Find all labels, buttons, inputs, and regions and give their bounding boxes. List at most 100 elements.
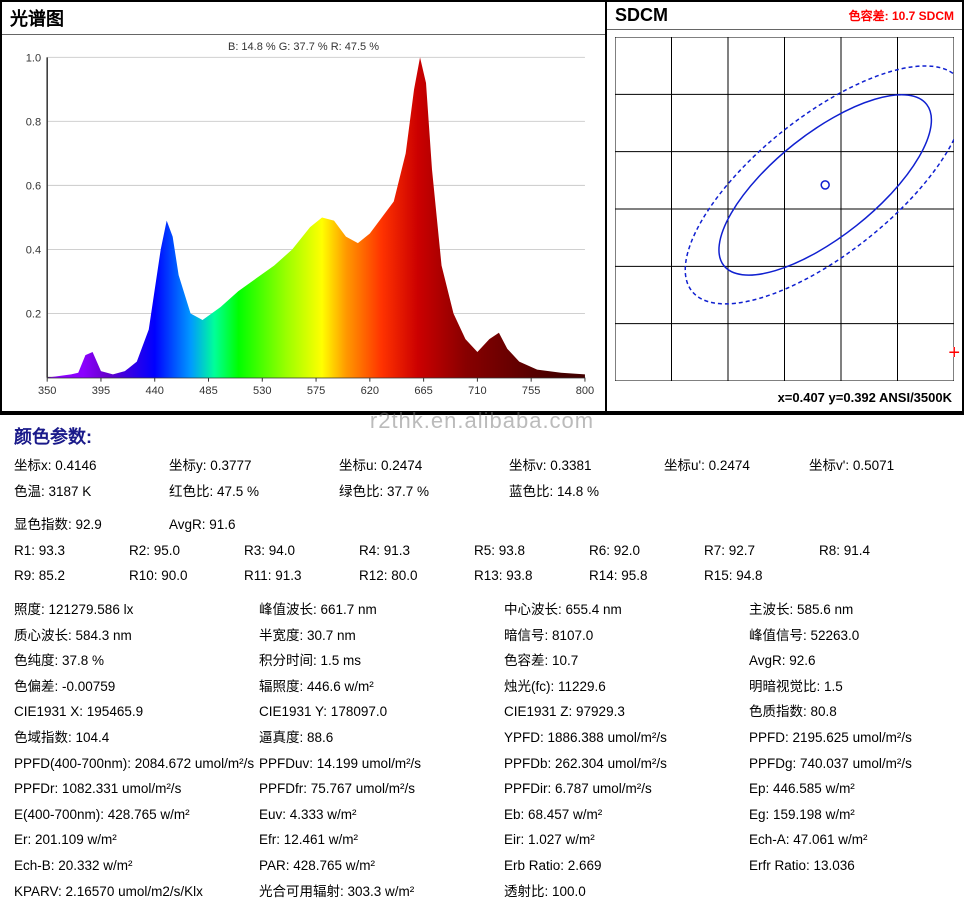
param-item: 辐照度: 446.6 w/m² [259, 676, 504, 698]
param-item: 色域指数: 104.4 [14, 727, 259, 749]
param-item: Eb: 68.457 w/m² [504, 804, 749, 826]
param-item: 显色指数: 92.9 [14, 514, 169, 536]
param-item: 光合可用辐射: 303.3 w/m² [259, 881, 504, 903]
param-item: 坐标u': 0.2474 [664, 455, 809, 477]
param-item: 色偏差: -0.00759 [14, 676, 259, 698]
param-row: KPARV: 2.16570 umol/m2/s/Klx光合可用辐射: 303.… [14, 881, 950, 903]
sdcm-badge: 色容差: 10.7 SDCM [849, 7, 954, 24]
param-row: Er: 201.109 w/m²Efr: 12.461 w/m²Eir: 1.0… [14, 829, 950, 851]
param-item: 明暗视觉比: 1.5 [749, 676, 843, 698]
param-item: AvgR: 91.6 [169, 514, 236, 536]
param-item: PPFD(400-700nm): 2084.672 umol/m²/s [14, 753, 259, 775]
param-row: 色纯度: 37.8 %积分时间: 1.5 ms色容差: 10.7AvgR: 92… [14, 650, 950, 672]
spectral-svg: 0.20.40.60.81.03503954404855305756206657… [12, 37, 595, 403]
param-item: 照度: 121279.586 lx [14, 599, 259, 621]
param-item: Erfr Ratio: 13.036 [749, 855, 855, 877]
sdcm-footer: x=0.407 y=0.392 ANSI/3500K [778, 390, 952, 405]
svg-text:440: 440 [146, 385, 164, 397]
svg-text:620: 620 [361, 385, 379, 397]
param-item: 积分时间: 1.5 ms [259, 650, 504, 672]
param-item: 透射比: 100.0 [504, 881, 586, 903]
param-item: R1: 93.3 [14, 540, 129, 562]
sdcm-grid [615, 37, 954, 381]
param-item: Er: 201.109 w/m² [14, 829, 259, 851]
param-row: PPFD(400-700nm): 2084.672 umol/m²/sPPFDu… [14, 753, 950, 775]
param-item: R2: 95.0 [129, 540, 244, 562]
param-item: 暗信号: 8107.0 [504, 625, 749, 647]
params-title: 颜色参数: [14, 423, 950, 449]
param-row: R1: 93.3R2: 95.0R3: 94.0R4: 91.3R5: 93.8… [14, 540, 950, 562]
param-item: 峰值信号: 52263.0 [749, 625, 859, 647]
param-item: 坐标v': 0.5071 [809, 455, 894, 477]
param-item: 坐标v: 0.3381 [509, 455, 664, 477]
param-item: 坐标y: 0.3777 [169, 455, 339, 477]
param-item: Eg: 159.198 w/m² [749, 804, 855, 826]
param-item: PPFD: 2195.625 umol/m²/s [749, 727, 912, 749]
param-item: 红色比: 47.5 % [169, 481, 339, 503]
param-item: CIE1931 Y: 178097.0 [259, 701, 504, 723]
param-item: Euv: 4.333 w/m² [259, 804, 504, 826]
param-row: 坐标x: 0.4146坐标y: 0.3777坐标u: 0.2474坐标v: 0.… [14, 455, 950, 477]
param-item: CIE1931 X: 195465.9 [14, 701, 259, 723]
param-item: R10: 90.0 [129, 565, 244, 587]
param-item: R5: 93.8 [474, 540, 589, 562]
svg-text:485: 485 [199, 385, 217, 397]
svg-text:350: 350 [38, 385, 56, 397]
param-item: YPFD: 1886.388 umol/m²/s [504, 727, 749, 749]
param-item: R7: 92.7 [704, 540, 819, 562]
param-row: Ech-B: 20.332 w/m²PAR: 428.765 w/m²Erb R… [14, 855, 950, 877]
param-rows-3: 照度: 121279.586 lx峰值波长: 661.7 nm中心波长: 655… [14, 599, 950, 902]
param-row: PPFDr: 1082.331 umol/m²/sPPFDfr: 75.767 … [14, 778, 950, 800]
param-item: KPARV: 2.16570 umol/m2/s/Klx [14, 881, 259, 903]
cross-icon: + [948, 342, 960, 365]
svg-text:0.8: 0.8 [26, 116, 41, 128]
param-item: 色纯度: 37.8 % [14, 650, 259, 672]
param-item: PPFDb: 262.304 umol/m²/s [504, 753, 749, 775]
param-item: PPFDr: 1082.331 umol/m²/s [14, 778, 259, 800]
param-item: 逼真度: 88.6 [259, 727, 504, 749]
svg-text:0.4: 0.4 [26, 244, 41, 256]
param-item: R13: 93.8 [474, 565, 589, 587]
param-item: R4: 91.3 [359, 540, 474, 562]
param-row: 色域指数: 104.4逼真度: 88.6YPFD: 1886.388 umol/… [14, 727, 950, 749]
svg-text:575: 575 [307, 385, 325, 397]
params-section: 颜色参数: 坐标x: 0.4146坐标y: 0.3777坐标u: 0.2474坐… [0, 415, 964, 914]
param-item: Efr: 12.461 w/m² [259, 829, 504, 851]
param-item: CIE1931 Z: 97929.3 [504, 701, 749, 723]
param-item: 色温: 3187 K [14, 481, 169, 503]
param-rows-2: 显色指数: 92.9AvgR: 91.6 R1: 93.3R2: 95.0R3: … [14, 514, 950, 587]
param-item: AvgR: 92.6 [749, 650, 816, 672]
param-row: R9: 85.2R10: 90.0R11: 91.3R12: 80.0R13: … [14, 565, 950, 587]
spectral-chart: B: 14.8 % G: 37.7 % R: 47.5 % 0.2 0.4 0.6 0… [12, 37, 595, 403]
param-row: 质心波长: 584.3 nm半宽度: 30.7 nm暗信号: 8107.0峰值信… [14, 625, 950, 647]
param-rows-1: 坐标x: 0.4146坐标y: 0.3777坐标u: 0.2474坐标v: 0.… [14, 455, 950, 502]
param-item: PPFDfr: 75.767 umol/m²/s [259, 778, 504, 800]
param-item: 中心波长: 655.4 nm [504, 599, 749, 621]
param-item: 色质指数: 80.8 [749, 701, 837, 723]
param-row: 照度: 121279.586 lx峰值波长: 661.7 nm中心波长: 655… [14, 599, 950, 621]
param-item: Eir: 1.027 w/m² [504, 829, 749, 851]
top-section: 光谱图 B: 14.8 % G: 37.7 % R: 47.5 % 0.2 0.4… [0, 0, 964, 415]
param-item: 半宽度: 30.7 nm [259, 625, 504, 647]
param-item: R9: 85.2 [14, 565, 129, 587]
param-item: PAR: 428.765 w/m² [259, 855, 504, 877]
sdcm-svg [615, 37, 954, 381]
param-item: Ech-B: 20.332 w/m² [14, 855, 259, 877]
param-row: 显色指数: 92.9AvgR: 91.6 [14, 514, 950, 536]
svg-text:665: 665 [414, 385, 432, 397]
param-item: Ep: 446.585 w/m² [749, 778, 855, 800]
param-item: 烛光(fc): 11229.6 [504, 676, 749, 698]
svg-text:0.6: 0.6 [26, 180, 41, 192]
param-row: 色温: 3187 K红色比: 47.5 %绿色比: 37.7 %蓝色比: 14.… [14, 481, 950, 503]
svg-text:0.2: 0.2 [26, 309, 41, 321]
spectral-title: 光谱图 [2, 2, 605, 35]
bgr-label: B: 14.8 % G: 37.7 % R: 47.5 % [228, 41, 379, 53]
param-item: 质心波长: 584.3 nm [14, 625, 259, 647]
param-item: Erb Ratio: 2.669 [504, 855, 749, 877]
svg-text:800: 800 [576, 385, 594, 397]
param-item: 色容差: 10.7 [504, 650, 749, 672]
param-item: PPFDuv: 14.199 umol/m²/s [259, 753, 504, 775]
param-item: R8: 91.4 [819, 540, 870, 562]
param-item: PPFDir: 6.787 umol/m²/s [504, 778, 749, 800]
param-row: 色偏差: -0.00759辐照度: 446.6 w/m²烛光(fc): 1122… [14, 676, 950, 698]
